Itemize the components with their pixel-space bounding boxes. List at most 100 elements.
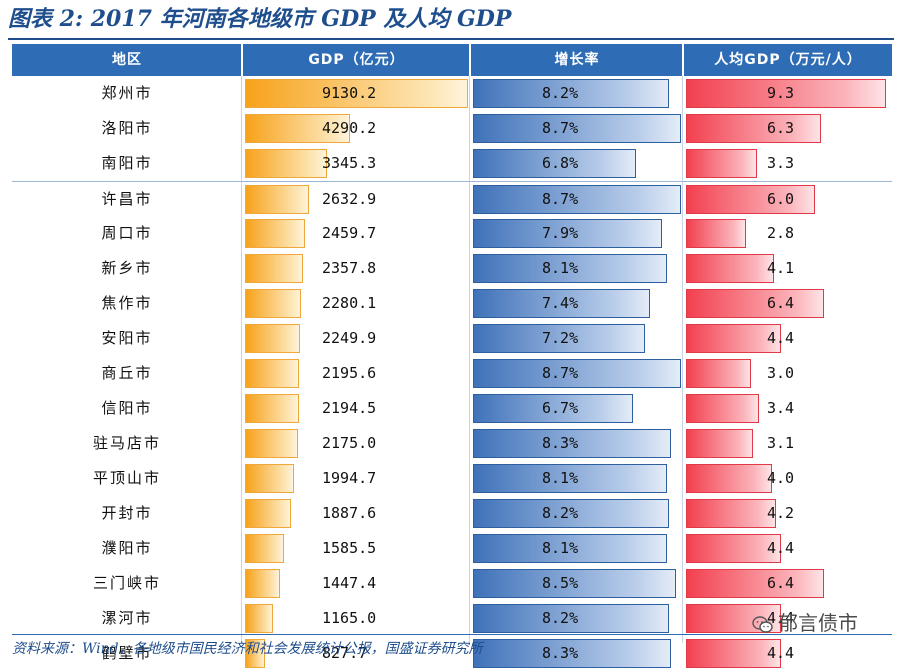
header-divider [241,44,243,76]
per-capita-bar [686,324,781,353]
table-row: 南阳市 3345.3 6.8% 3.3 [12,146,892,181]
city-name: 漯河市 [101,609,153,627]
city-name: 新乡市 [101,259,153,277]
table-row: 平顶山市 1994.7 8.1% 4.0 [12,461,892,496]
gdp-value: 2175.0 [322,434,377,452]
gdp-bar [245,604,273,633]
growth-bar [473,429,671,458]
gdp-value: 4290.2 [322,119,377,137]
gdp-value: 2249.9 [322,329,377,347]
table-row: 驻马店市 2175.0 8.3% 3.1 [12,426,892,461]
table-row: 濮阳市 1585.5 8.1% 4.4 [12,531,892,566]
growth-bar [473,604,669,633]
growth-bar [473,289,650,318]
per-capita-bar [686,254,774,283]
per-capita-bar [686,569,824,598]
gdp-bar [245,359,299,388]
growth-value: 8.2% [542,504,579,522]
per-capita-value: 3.1 [767,434,795,452]
city-name: 平顶山市 [92,469,161,487]
gdp-value: 2280.1 [322,294,377,312]
gdp-value: 9130.2 [322,84,377,102]
gdp-bar [245,185,309,214]
table-header: 地区 GDP（亿元） 增长率 人均GDP（万元/人） [12,44,892,76]
city-name: 开封市 [101,504,153,522]
column-divider [469,76,470,643]
gdp-value: 3345.3 [322,154,377,172]
gdp-value: 1165.0 [322,609,377,627]
gdp-bar [245,464,294,493]
per-capita-value: 4.0 [767,469,795,487]
growth-bar [473,569,676,598]
table-row: 郑州市 9130.2 8.2% 9.3 [12,76,892,111]
title-underline [8,38,894,40]
per-capita-bar [686,114,821,143]
source-note: 资料来源：Wind，各地级市国民经济和社会发展统计公报，国盛证券研究所 [12,641,483,657]
column-divider [241,76,242,643]
gdp-bar [245,499,291,528]
growth-value: 6.7% [542,399,579,417]
per-capita-value: 6.0 [767,190,795,208]
growth-bar [473,254,667,283]
table-row: 开封市 1887.6 8.2% 4.2 [12,496,892,531]
growth-value: 8.3% [542,434,579,452]
per-capita-bar [686,289,824,318]
chart-title: 图表 2: 2017 年河南各地级市 GDP 及人均 GDP [8,6,512,32]
city-name: 濮阳市 [101,539,153,557]
table-row: 新乡市 2357.8 8.1% 4.1 [12,251,892,286]
table-row: 三门峡市 1447.4 8.5% 6.4 [12,566,892,601]
header-divider [682,44,684,76]
growth-bar [473,394,633,423]
city-name: 商丘市 [101,364,153,382]
gdp-value: 1447.4 [322,574,377,592]
growth-value: 8.7% [542,119,579,137]
per-capita-value: 3.4 [767,399,795,417]
gdp-bar [245,394,299,423]
gdp-value: 827.7 [322,644,368,662]
header-per-capita: 人均GDP（万元/人） [714,52,862,68]
growth-bar [473,149,636,178]
table-row: 洛阳市 4290.2 8.7% 6.3 [12,111,892,146]
gdp-bar [245,219,305,248]
table-row: 商丘市 2195.6 8.7% 3.0 [12,356,892,391]
growth-value: 8.1% [542,539,579,557]
growth-bar [473,499,669,528]
city-name: 郑州市 [101,84,153,102]
growth-bar [473,79,669,108]
growth-bar [473,639,671,668]
footer-rule [12,634,892,635]
growth-bar [473,359,681,388]
per-capita-value: 3.3 [767,154,795,172]
gdp-value: 2632.9 [322,190,377,208]
city-name: 鹤壁市 [101,644,153,662]
per-capita-bar [686,219,746,248]
per-capita-bar [686,79,886,108]
table-row: 信阳市 2194.5 6.7% 3.4 [12,391,892,426]
city-name: 周口市 [101,224,153,242]
per-capita-value: 4.4 [767,329,795,347]
gdp-bar [245,114,350,143]
gdp-value: 1994.7 [322,469,377,487]
growth-value: 6.8% [542,154,579,172]
watermark: 郁言债市 [752,608,858,638]
gdp-bar [245,254,303,283]
per-capita-value: 4.4 [767,609,795,627]
gdp-bar [245,324,300,353]
growth-bar [473,219,662,248]
per-capita-value: 6.3 [767,119,795,137]
gdp-value: 2357.8 [322,259,377,277]
per-capita-bar [686,149,757,178]
city-name: 许昌市 [101,190,153,208]
growth-bar [473,114,681,143]
header-region: 地区 [112,52,142,68]
growth-value: 8.1% [542,469,579,487]
growth-value: 8.2% [542,84,579,102]
growth-bar [473,464,667,493]
growth-bar [473,324,645,353]
per-capita-value: 6.4 [767,574,795,592]
per-capita-value: 4.4 [767,644,795,662]
header-gdp: GDP（亿元） [308,52,405,68]
growth-value: 7.9% [542,224,579,242]
table-row: 周口市 2459.7 7.9% 2.8 [12,216,892,251]
gdp-value: 2459.7 [322,224,377,242]
